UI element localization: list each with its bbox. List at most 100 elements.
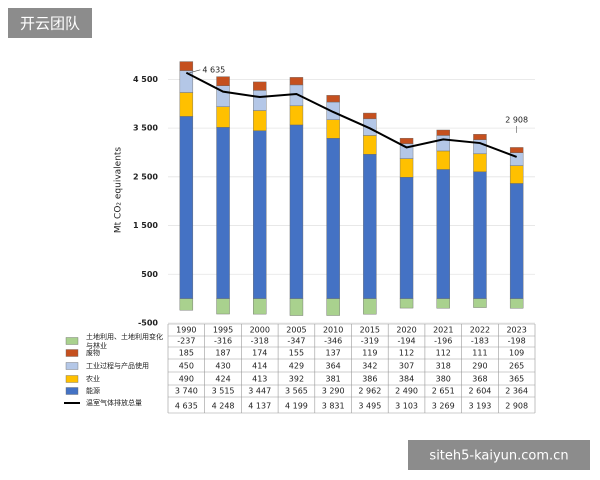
legend-label-line: 与林业 [86,341,107,350]
table-value: 137 [326,349,341,358]
bar-segment [509,165,524,184]
bar-segment [289,77,304,86]
legend-swatch [65,337,79,345]
table-value: 3 447 [248,387,271,396]
watermark: siteh5-kaiyun.com.cn [429,449,568,464]
bar-segment [363,154,377,299]
bar-segment [179,298,194,311]
bar-segment [216,127,230,299]
table-value: 3 565 [285,387,308,396]
total-line [185,71,518,158]
table-value: 342 [362,362,377,371]
bar-segment [399,158,414,178]
bar-segment [326,95,340,103]
table-value: 290 [472,362,487,371]
table-value: 265 [509,362,524,371]
table-value: 384 [399,375,414,384]
table-value: 414 [252,362,267,371]
table-value: 3 290 [322,387,345,396]
bar-segment [363,135,377,155]
y-tick-label: 4 500 [133,75,158,84]
table-value: 364 [326,362,341,371]
data-label: 4 635 [202,65,225,74]
table-value: -347 [287,337,305,346]
table-value: 3 495 [358,402,381,411]
table-value: 2 651 [432,387,455,396]
table-value: 429 [289,362,304,371]
table-value: 3 269 [432,402,455,411]
legend-label: 土地利用、土地利用变化与林业 [86,332,163,350]
bar-segment [253,90,267,111]
watermark-box [408,440,590,470]
table-value: 2 908 [505,402,528,411]
bar-segment [289,298,304,316]
table-value: 380 [436,375,451,384]
bar-segment [509,183,524,299]
legend-label: 能源 [86,386,100,395]
table-value: 185 [179,349,194,358]
table-value: 381 [326,375,341,384]
table-value: 2 490 [395,387,418,396]
table-value: 430 [215,362,230,371]
table-value: 307 [399,362,414,371]
bar-segment [436,129,450,136]
y-tick-label: 3 500 [133,124,158,133]
x-tick-label: 2015 [360,326,380,335]
table-value: 3 103 [395,402,418,411]
bar-segment [253,298,267,315]
bar-segment [363,112,377,120]
table-value: 4 137 [248,402,271,411]
x-tick-label: 2021 [433,326,453,335]
table-value: -196 [434,337,452,346]
table-value: 318 [436,362,451,371]
table-value: 111 [472,349,487,358]
legend-label: 农业 [86,374,100,383]
y-tick-label: -500 [138,319,158,328]
legend-label: 工业过程与产品使用 [86,361,149,370]
x-tick-label: 1990 [176,326,196,335]
table-value: 3 515 [212,387,235,396]
bar-segment [253,110,267,131]
table-value: -194 [397,337,415,346]
legend-label: 温室气体排放总量 [86,398,142,407]
legend-swatch [65,375,79,383]
x-tick-label: 1995 [213,326,233,335]
bar-segment [436,135,450,152]
legend-swatch [65,387,79,395]
y-tick-label: 500 [141,270,158,279]
table-value: 2 962 [358,387,381,396]
table-value: 187 [215,349,230,358]
bar-segment [253,81,267,91]
table-value: -183 [471,337,489,346]
y-axis-label: Mt CO₂ equivalents [114,147,124,234]
table-value: 413 [252,375,267,384]
bar-segment [216,106,230,128]
bar-segment [326,119,340,139]
legend-label: 废物 [86,348,100,357]
bar-segment [179,116,194,299]
table-value: 3 740 [175,387,198,396]
table-value: 2 604 [468,387,491,396]
bar-segment [473,153,487,172]
x-tick-label: 2020 [396,326,416,335]
bar-segment [179,92,194,117]
bar-segment [509,298,524,309]
table-value: 368 [472,375,487,384]
bar-segment [216,298,230,315]
table-value: -237 [177,337,195,346]
bar-segment [363,298,377,315]
data-label: 2 908 [505,116,528,125]
table-value: 365 [509,375,524,384]
bar-segment [399,177,414,299]
y-tick-label: 2 500 [133,172,158,181]
bar-segment [253,130,267,299]
bar-segment [436,150,450,170]
legend-label-line: 土地利用、土地利用变化 [86,332,163,341]
bar-segment [326,138,340,299]
table-value: 109 [509,349,524,358]
table-value: -318 [251,337,269,346]
table-value: -316 [214,337,232,346]
table-value: 112 [399,349,414,358]
watermark: 开云团队 [20,15,80,33]
table-value: -319 [361,337,379,346]
